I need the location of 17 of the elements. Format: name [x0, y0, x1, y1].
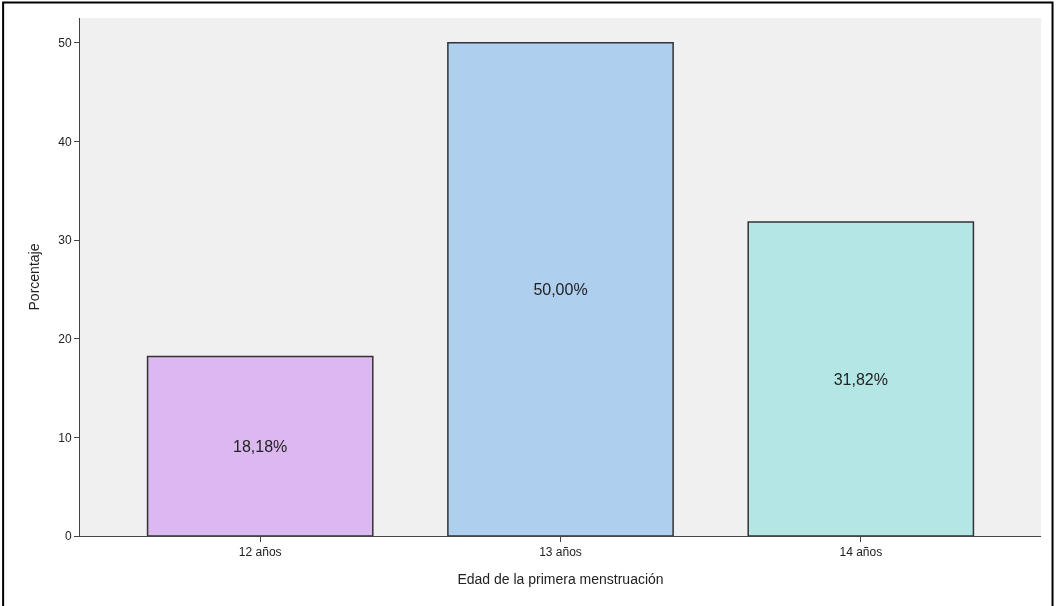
- y-tick-label: 0: [64, 529, 72, 544]
- y-axis-title: Porcentaje: [25, 243, 42, 311]
- bar: [146, 355, 374, 536]
- x-tick-label: 13 años: [539, 545, 582, 560]
- x-tick-label: 14 años: [839, 545, 883, 560]
- y-tick-label: 30: [58, 233, 72, 248]
- y-tick-label: 20: [58, 331, 72, 346]
- bar: [447, 41, 674, 536]
- x-axis-title: Edad de la primera menstruación: [457, 570, 664, 587]
- bar: [747, 221, 975, 536]
- y-tick-label: 10: [58, 430, 72, 445]
- data-label: 50,00%: [533, 280, 588, 298]
- data-label: 18,18%: [233, 437, 288, 455]
- data-label: 31,82%: [833, 370, 888, 388]
- x-tick-label: 12 años: [238, 545, 282, 560]
- y-tick-label: 50: [58, 35, 72, 50]
- y-tick-label: 40: [58, 134, 72, 149]
